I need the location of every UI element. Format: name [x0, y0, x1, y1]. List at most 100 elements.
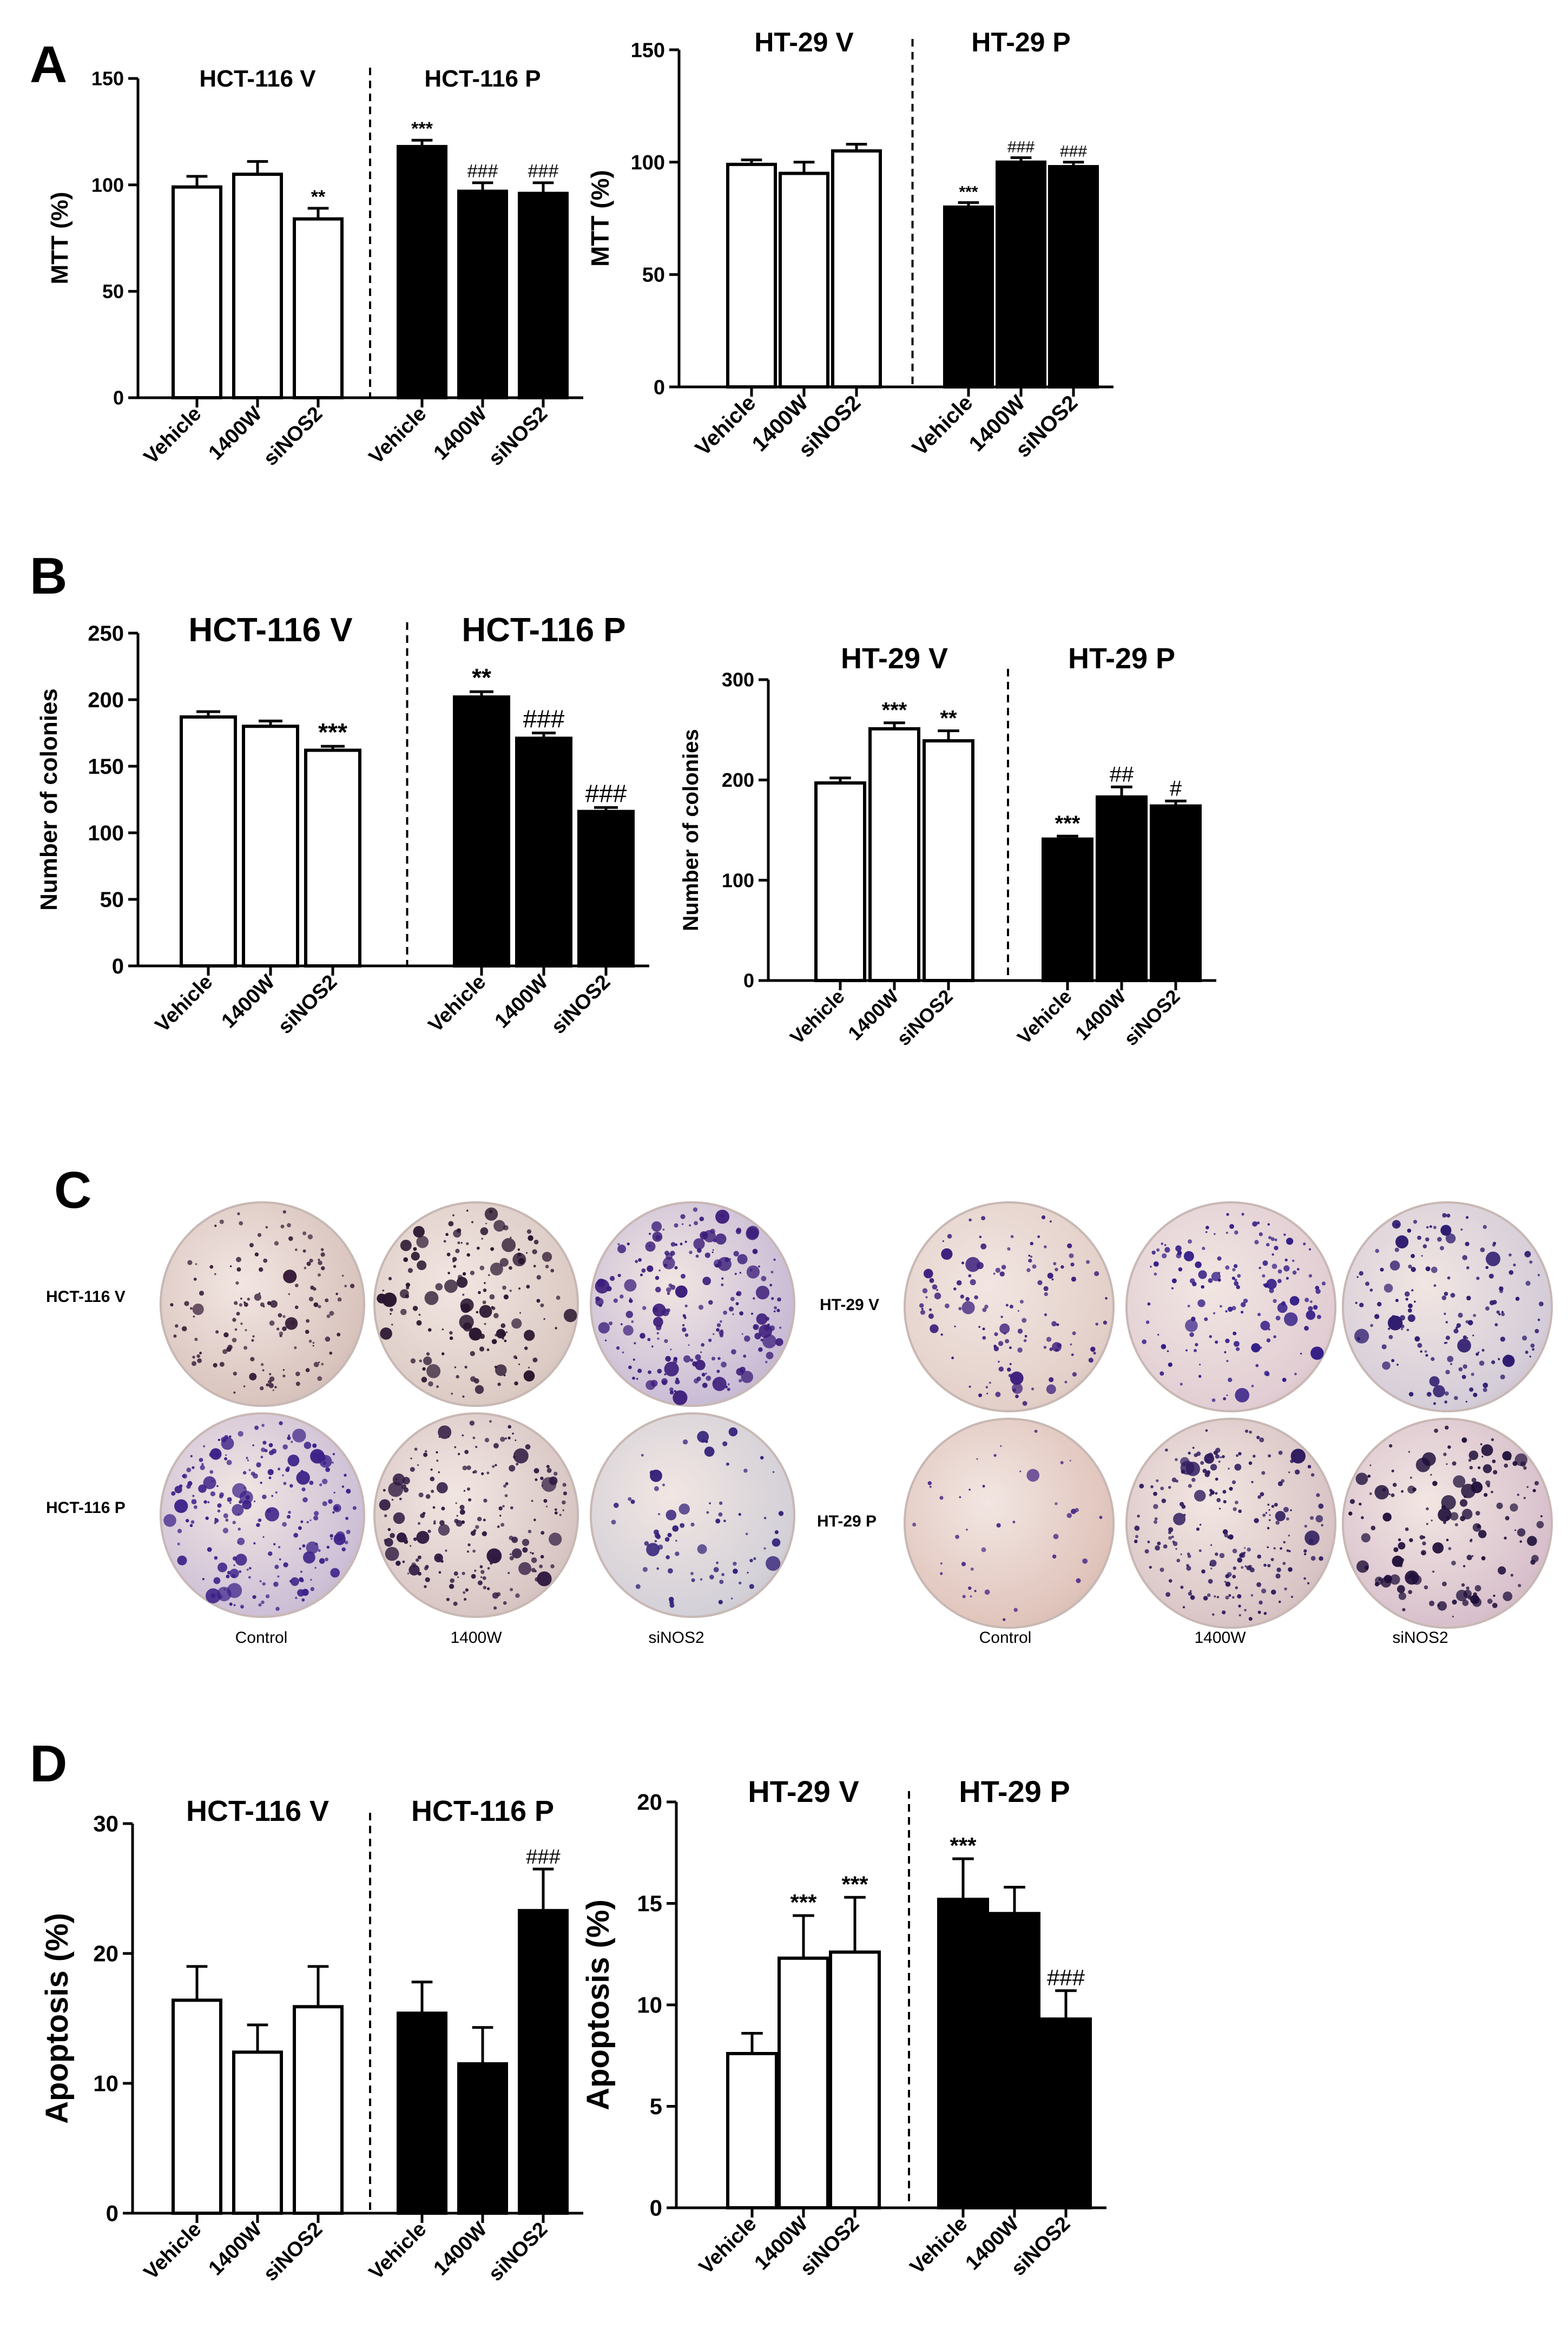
colony	[1282, 1378, 1287, 1382]
colony	[1491, 1490, 1493, 1494]
colony	[288, 1510, 291, 1514]
colony	[764, 1325, 770, 1331]
colony	[473, 1529, 477, 1532]
colony	[391, 1498, 394, 1501]
colony	[1398, 1542, 1406, 1550]
colony	[756, 1313, 768, 1325]
colony	[287, 1223, 291, 1228]
colony	[1446, 1213, 1451, 1218]
colony	[229, 1435, 232, 1438]
colony	[189, 1524, 193, 1527]
colony-plate	[1125, 1201, 1336, 1412]
colony	[755, 1286, 770, 1300]
colony	[1283, 1233, 1286, 1236]
colony	[1409, 1538, 1413, 1542]
colony	[481, 1238, 483, 1240]
colony	[970, 1567, 974, 1571]
colony	[475, 1525, 479, 1529]
colony	[1413, 1220, 1418, 1224]
colony	[727, 1387, 730, 1391]
colony	[187, 1481, 193, 1486]
colony	[214, 1556, 218, 1560]
colony	[1276, 1567, 1281, 1573]
colony	[413, 1537, 417, 1541]
colony	[716, 1328, 720, 1332]
colony	[234, 1328, 238, 1331]
colony	[765, 1360, 768, 1364]
colony	[500, 1437, 505, 1442]
colony	[330, 1568, 340, 1578]
colony	[292, 1429, 306, 1443]
column-label: Control	[235, 1629, 288, 1647]
colony	[1103, 1320, 1108, 1325]
colony	[301, 1598, 305, 1602]
colony	[332, 1511, 335, 1514]
colony	[435, 1283, 443, 1291]
colony	[464, 1365, 467, 1369]
colony	[1313, 1305, 1318, 1310]
bar	[172, 1998, 222, 2215]
colony	[1466, 1266, 1470, 1269]
colony	[1433, 1385, 1445, 1398]
colony	[1408, 1265, 1412, 1269]
colony	[1205, 1226, 1209, 1229]
colony	[634, 1342, 636, 1345]
colony	[1241, 1302, 1246, 1307]
bar	[293, 217, 344, 399]
colony	[482, 1300, 486, 1305]
colony	[486, 1587, 490, 1590]
colony	[1271, 1253, 1274, 1256]
colony	[424, 1585, 427, 1588]
colony	[1485, 1480, 1491, 1486]
colony	[1177, 1251, 1182, 1255]
colony	[193, 1278, 197, 1281]
colony	[597, 1278, 605, 1287]
colony	[382, 1292, 397, 1307]
colony	[531, 1499, 533, 1502]
colony	[466, 1253, 470, 1257]
colony	[1238, 1604, 1241, 1608]
colony	[1472, 1597, 1482, 1607]
colony	[199, 1291, 205, 1296]
x-tick-label: Vehicle	[906, 2213, 972, 2279]
colony	[1297, 1298, 1300, 1301]
colony	[1030, 1241, 1033, 1246]
colony	[556, 1295, 561, 1300]
bar	[518, 192, 569, 399]
colony	[305, 1330, 309, 1334]
colony	[1155, 1545, 1160, 1551]
colony	[294, 1346, 297, 1350]
colony	[1433, 1284, 1437, 1287]
colony	[1396, 1364, 1399, 1366]
colony	[173, 1334, 177, 1338]
colony	[473, 1378, 479, 1384]
colony	[302, 1544, 306, 1548]
y-axis-label: Apoptosis (%)	[39, 1913, 75, 2124]
colony	[633, 1358, 635, 1361]
bar	[293, 2005, 344, 2215]
colony	[543, 1318, 545, 1320]
colony	[203, 1445, 206, 1448]
colony	[743, 1354, 747, 1358]
colony	[475, 1445, 478, 1449]
colony	[1175, 1548, 1177, 1550]
colony	[650, 1469, 662, 1482]
colony	[1267, 1546, 1269, 1549]
colony	[965, 1297, 970, 1301]
colony	[410, 1545, 412, 1547]
colony	[209, 1470, 214, 1474]
colony	[1222, 1529, 1228, 1535]
colony	[1530, 1343, 1535, 1348]
colony	[187, 1260, 193, 1265]
colony	[1382, 1512, 1392, 1522]
colony	[466, 1550, 469, 1553]
colony	[1453, 1475, 1466, 1488]
colony	[1255, 1364, 1259, 1367]
colony	[1228, 1377, 1233, 1383]
colony	[1500, 1374, 1505, 1380]
colony	[400, 1240, 412, 1251]
colony	[1168, 1486, 1171, 1489]
colony	[502, 1285, 506, 1290]
colony	[449, 1336, 453, 1340]
colony	[482, 1576, 486, 1580]
